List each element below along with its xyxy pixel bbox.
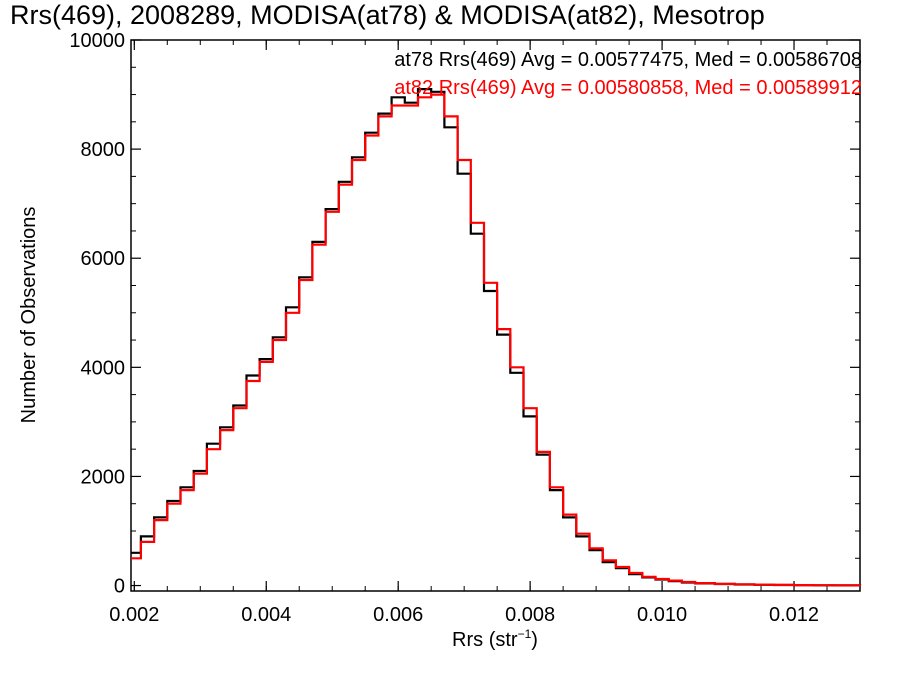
plot-frame (130, 39, 861, 592)
x-tick-label: 0.012 (769, 604, 819, 626)
y-axis-label: Number of Observations (18, 207, 40, 424)
y-tick-label: 2000 (81, 466, 126, 488)
legend-entry-at78: at78 Rrs(469) Avg = 0.00577475, Med = 0.… (394, 49, 862, 71)
x-tick-label: 0.002 (109, 604, 159, 626)
y-tick-label: 6000 (81, 248, 126, 270)
chart-title: Rrs(469), 2008289, MODISA(at78) & MODISA… (10, 0, 765, 30)
y-tick-label: 8000 (81, 139, 126, 161)
x-axis-label-close: ) (531, 629, 538, 651)
legend-entry-at82: at82 Rrs(469) Avg = 0.00580858, Med = 0.… (394, 77, 862, 99)
x-axis-label: Rrs (str−1) (452, 627, 538, 651)
x-tick-label: 0.006 (373, 604, 423, 626)
series-line-at82 (131, 93, 862, 587)
x-tick-label: 0.004 (241, 604, 291, 626)
series-line-at78 (131, 88, 862, 587)
x-axis: 0.002 0.004 0.006 0.008 0.010 0.012 (109, 40, 828, 626)
y-tick-label: 4000 (81, 357, 126, 379)
y-tick-label: 10000 (69, 30, 125, 52)
x-tick-label: 0.008 (505, 604, 555, 626)
x-tick-label: 0.010 (637, 604, 687, 626)
y-axis: 0 2000 4000 6000 8000 10000 (69, 30, 860, 598)
series-layer (131, 88, 862, 587)
x-axis-label-exponent: −1 (518, 627, 532, 641)
y-tick-label: 0 (114, 576, 125, 598)
